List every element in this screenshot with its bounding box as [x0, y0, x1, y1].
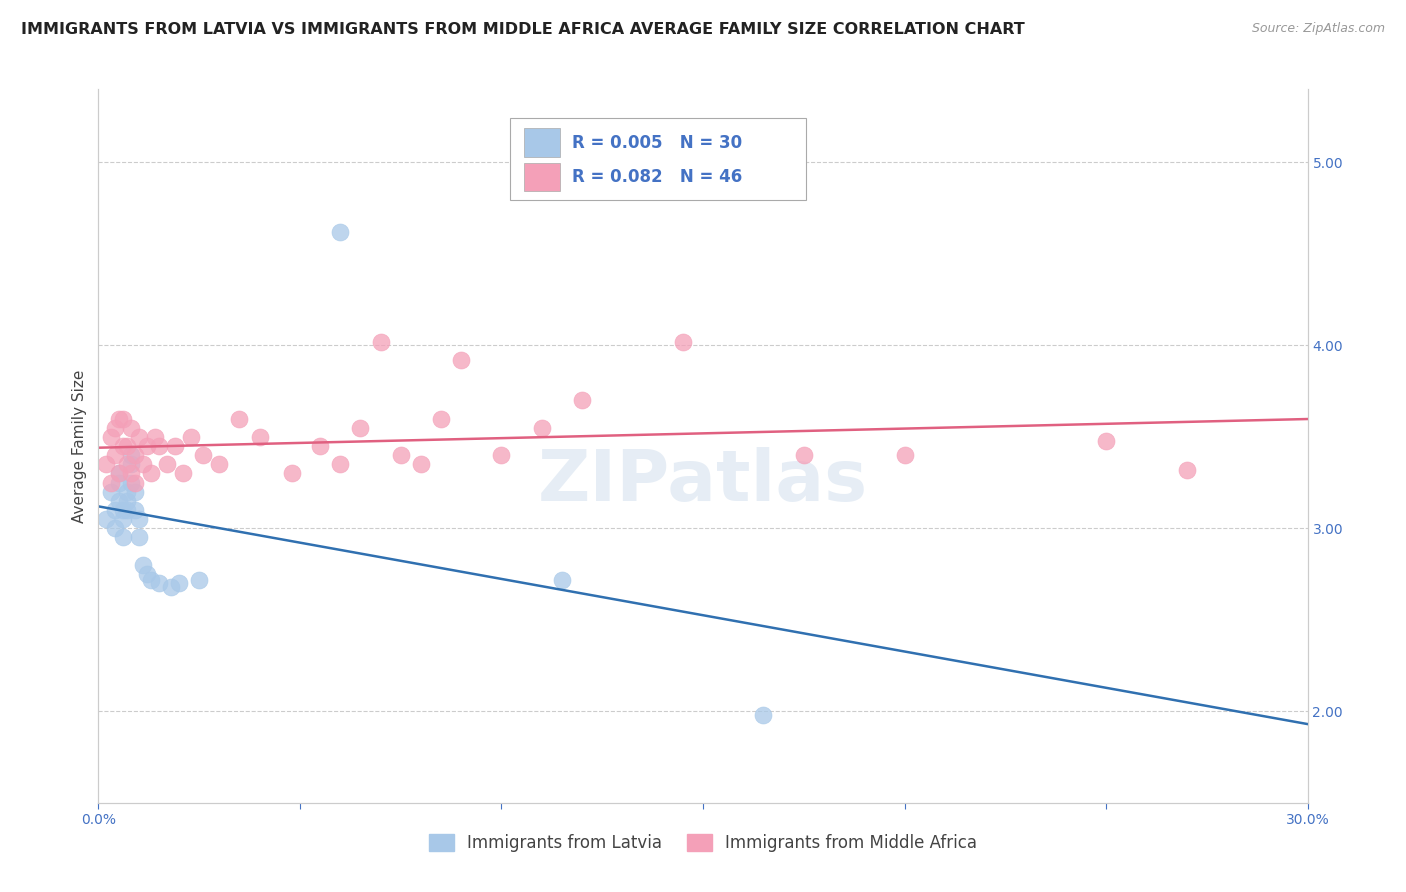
Point — [115, 439, 138, 453]
Point — [124, 484, 146, 499]
Text: IMMIGRANTS FROM LATVIA VS IMMIGRANTS FROM MIDDLE AFRICA AVERAGE FAMILY SIZE CORR: IMMIGRANTS FROM LATVIA VS IMMIGRANTS FRO… — [21, 22, 1025, 37]
FancyBboxPatch shape — [509, 118, 806, 200]
Point — [172, 467, 194, 481]
Point — [115, 503, 138, 517]
Point — [107, 494, 129, 508]
Point — [120, 458, 142, 472]
Point — [309, 439, 332, 453]
Point — [115, 494, 138, 508]
Point — [188, 573, 211, 587]
Point — [135, 439, 157, 453]
Point — [329, 458, 352, 472]
Point — [100, 475, 122, 490]
Point — [132, 558, 155, 572]
Point — [120, 420, 142, 434]
Point — [103, 503, 125, 517]
Point — [100, 430, 122, 444]
Bar — [524, 128, 561, 157]
Point — [128, 531, 150, 545]
Point — [115, 484, 138, 499]
Point — [103, 521, 125, 535]
Point — [167, 576, 190, 591]
Point — [139, 467, 162, 481]
Point — [148, 576, 170, 591]
Point — [132, 458, 155, 472]
Point — [1095, 434, 1118, 448]
Point — [208, 458, 231, 472]
Point — [329, 225, 352, 239]
Y-axis label: Average Family Size: Average Family Size — [72, 369, 87, 523]
Text: R = 0.005   N = 30: R = 0.005 N = 30 — [572, 134, 742, 152]
Point — [752, 708, 775, 723]
Point — [349, 420, 371, 434]
Point — [128, 512, 150, 526]
Point — [103, 448, 125, 462]
Point — [115, 458, 138, 472]
Point — [120, 448, 142, 462]
Point — [111, 531, 134, 545]
Point — [389, 448, 412, 462]
Bar — [524, 162, 561, 191]
Point — [893, 448, 915, 462]
Text: Source: ZipAtlas.com: Source: ZipAtlas.com — [1251, 22, 1385, 36]
Point — [128, 430, 150, 444]
Point — [107, 467, 129, 481]
Legend: Immigrants from Latvia, Immigrants from Middle Africa: Immigrants from Latvia, Immigrants from … — [422, 827, 984, 859]
Point — [193, 448, 215, 462]
Point — [148, 439, 170, 453]
Point — [124, 475, 146, 490]
Point — [281, 467, 304, 481]
Point — [551, 573, 574, 587]
Point — [100, 484, 122, 499]
Point — [135, 567, 157, 582]
Point — [143, 430, 166, 444]
Point — [107, 467, 129, 481]
Point — [103, 420, 125, 434]
Point — [370, 334, 392, 349]
Point — [111, 512, 134, 526]
Point — [96, 458, 118, 472]
Point — [96, 512, 118, 526]
Point — [228, 411, 250, 425]
Point — [124, 448, 146, 462]
Point — [672, 334, 695, 349]
Point — [124, 503, 146, 517]
Point — [249, 430, 271, 444]
Point — [491, 448, 513, 462]
Point — [163, 439, 186, 453]
Point — [120, 475, 142, 490]
Point — [450, 353, 472, 368]
Text: R = 0.082   N = 46: R = 0.082 N = 46 — [572, 168, 742, 186]
Point — [111, 411, 134, 425]
Point — [111, 439, 134, 453]
Point — [409, 458, 432, 472]
Point — [107, 411, 129, 425]
Point — [160, 580, 183, 594]
Point — [571, 393, 593, 408]
Point — [111, 503, 134, 517]
Point — [156, 458, 179, 472]
Text: ZIPatlas: ZIPatlas — [538, 447, 868, 516]
Point — [107, 475, 129, 490]
Point — [1175, 463, 1198, 477]
Point — [120, 467, 142, 481]
Point — [793, 448, 815, 462]
Point — [530, 420, 553, 434]
Point — [430, 411, 453, 425]
Point — [139, 573, 162, 587]
Point — [180, 430, 202, 444]
